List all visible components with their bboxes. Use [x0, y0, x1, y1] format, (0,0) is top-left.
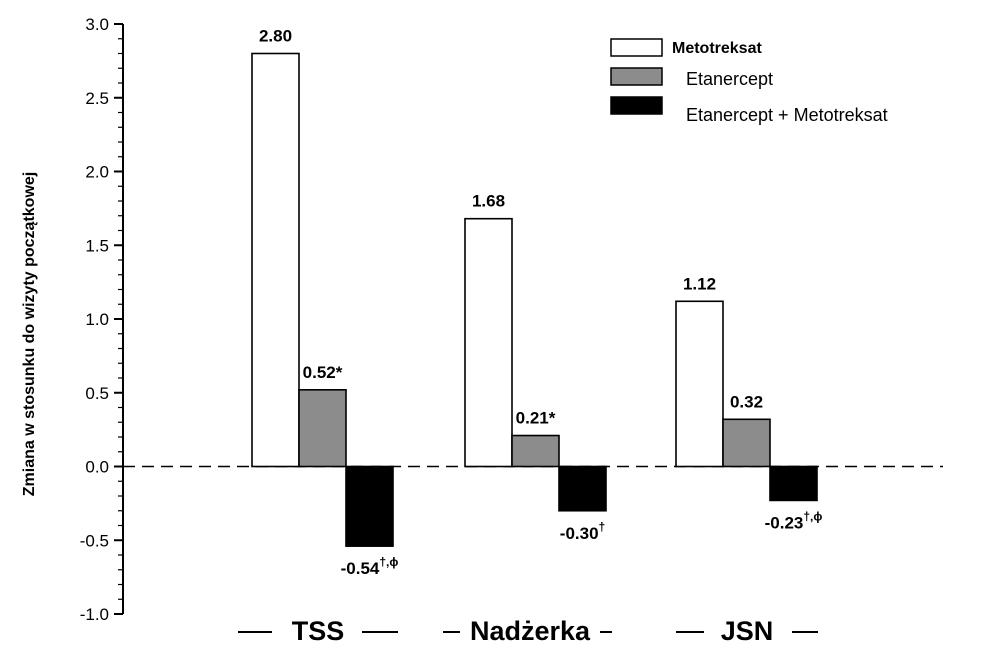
y-tick-label: 2.5 — [85, 89, 109, 108]
y-tick-label: 3.0 — [85, 15, 109, 34]
category-labels: TSS Nadżerka JSN — [238, 616, 818, 646]
data-label: 2.80 — [259, 27, 292, 46]
data-label: 0.32 — [730, 392, 763, 411]
y-tick-label: -0.5 — [80, 531, 109, 550]
bar-jsn-2 — [769, 465, 818, 502]
legend-label: Etanercept + Metotreksat — [686, 105, 888, 125]
legend-label: Etanercept — [686, 69, 773, 89]
data-label: 1.68 — [472, 192, 505, 211]
legend-label: Metotreksat — [672, 40, 762, 57]
y-tick-label: 2.0 — [85, 163, 109, 182]
data-label: -0.54†,ϕ — [341, 555, 399, 578]
bar-tss-2 — [345, 465, 394, 547]
legend: Metotreksat Etanercept Etanercept + Metotr… — [610, 38, 888, 125]
y-tick-label: -1.0 — [80, 605, 109, 624]
data-label: 1.12 — [683, 274, 716, 293]
value-labels: 2.80 0.52* -0.54†,ϕ 1.68 0.21* -0.30† 1.12 0.32… — [259, 27, 822, 579]
legend-swatch — [610, 38, 663, 57]
data-label: 0.21* — [516, 409, 556, 428]
category-label-2: JSN — [721, 616, 774, 646]
legend-swatch — [610, 67, 663, 86]
data-label: -0.23†,ϕ — [765, 509, 823, 532]
legend-swatch — [610, 96, 663, 115]
bar-tss-1 — [298, 388, 347, 468]
y-tick-label: 1.5 — [85, 236, 109, 255]
bars — [251, 52, 818, 547]
category-label-0: TSS — [292, 616, 345, 646]
y-axis-label: Zmiana w stosunku do wizyty początkowej — [21, 172, 38, 497]
bar-tss-0 — [251, 52, 300, 468]
y-tick-label: 1.0 — [85, 310, 109, 329]
data-label: -0.30† — [560, 520, 605, 543]
bar-nadżerka-0 — [464, 217, 513, 468]
bar-nadżerka-2 — [558, 465, 607, 512]
y-tick-label: 0.5 — [85, 384, 109, 403]
category-label-1: Nadżerka — [470, 616, 591, 646]
y-tick-label: 0.0 — [85, 458, 109, 477]
bar-nadżerka-1 — [511, 434, 560, 468]
bar-jsn-1 — [722, 418, 771, 468]
bar-jsn-0 — [675, 300, 724, 468]
data-label: 0.52* — [303, 363, 343, 382]
